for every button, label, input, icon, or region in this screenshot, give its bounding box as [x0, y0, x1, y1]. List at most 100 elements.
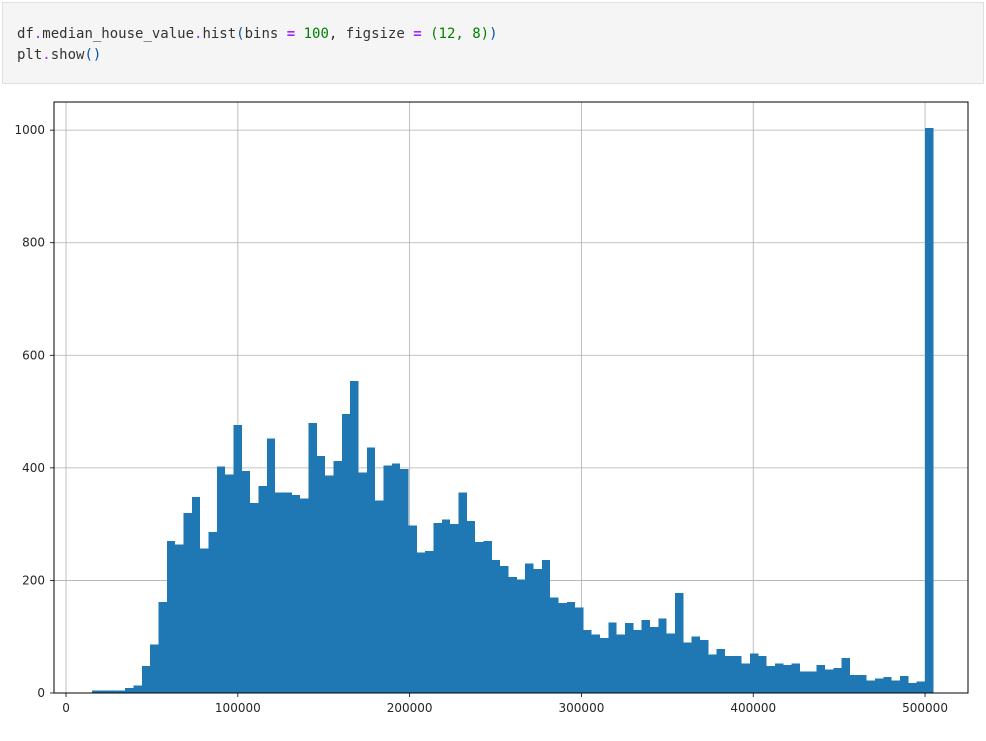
code-token: 100	[295, 26, 329, 42]
histogram-bar	[283, 492, 292, 693]
histogram-bar	[541, 560, 551, 693]
histogram-bar	[300, 498, 309, 693]
x-tick-label: 500000	[902, 701, 948, 715]
histogram-bar	[683, 642, 692, 693]
histogram-bar	[858, 674, 867, 693]
histogram-bar	[158, 601, 167, 693]
x-tick-label: 200000	[387, 701, 433, 715]
code-token: .	[33, 26, 43, 42]
code-token: bins	[244, 26, 287, 42]
histogram-bar	[833, 668, 842, 693]
histogram-bar	[716, 649, 726, 693]
histogram-bar	[100, 690, 109, 693]
histogram-bar	[741, 663, 751, 693]
x-tick-label: 0	[62, 701, 70, 715]
histogram-bar	[575, 607, 584, 693]
histogram-bar	[566, 601, 576, 693]
histogram-bar	[383, 465, 392, 693]
histogram-bar	[133, 685, 142, 693]
histogram-bar	[183, 512, 192, 693]
histogram-bar	[241, 471, 251, 693]
histogram-bar	[366, 447, 376, 693]
histogram-bar	[458, 492, 467, 693]
code-token: =	[413, 26, 422, 42]
histogram-bar	[691, 636, 701, 693]
histogram-bar	[225, 474, 234, 693]
histogram-bar	[766, 665, 776, 693]
histogram-bar	[191, 497, 201, 693]
histogram-bar	[725, 655, 734, 693]
histogram-bar	[758, 655, 767, 693]
axes-frame	[53, 101, 969, 694]
histogram-bar	[733, 655, 742, 693]
histogram-bar	[750, 653, 759, 693]
histogram-bar	[883, 677, 892, 693]
histogram-bar	[675, 592, 684, 693]
histogram-bar	[791, 663, 801, 693]
histogram-bar	[908, 682, 917, 693]
histogram-bar	[266, 438, 276, 693]
histogram-bar	[350, 381, 359, 693]
code-token: ()	[84, 47, 102, 63]
histogram-bar	[608, 622, 617, 693]
histogram-bar	[166, 541, 176, 693]
histogram-bar	[650, 627, 659, 693]
histogram-bar	[500, 565, 509, 693]
histogram-bar	[391, 463, 401, 693]
histogram-bar	[233, 425, 242, 693]
histogram-bar	[200, 548, 209, 693]
histogram-bar	[91, 690, 101, 693]
histogram-bar	[416, 552, 426, 693]
code-token: =	[286, 26, 296, 42]
y-tick-label: 800	[22, 236, 45, 250]
x-tick-label: 100000	[215, 701, 261, 715]
histogram-bar	[625, 623, 634, 693]
histogram-bar	[208, 532, 217, 693]
y-tick-label: 600	[22, 348, 45, 362]
histogram-bar	[700, 640, 709, 693]
y-tick-label: 0	[37, 686, 45, 700]
code-token: hist	[202, 26, 237, 42]
code-token: show	[50, 47, 85, 63]
histogram-bar	[150, 644, 159, 693]
code-token: .	[194, 26, 203, 42]
histogram-bar	[591, 634, 601, 693]
histogram-bar	[333, 461, 342, 693]
code-token: )	[489, 26, 498, 42]
histogram-bar	[400, 468, 409, 693]
histogram-bar	[441, 519, 451, 693]
code-token: df	[17, 26, 34, 42]
histogram-bar	[341, 413, 351, 693]
histogram-bar	[483, 541, 492, 693]
histogram-bar	[258, 485, 267, 693]
histogram-bar	[475, 542, 484, 693]
histogram-bar	[516, 579, 526, 693]
histogram-bar	[550, 597, 559, 693]
histogram-bar	[308, 422, 317, 693]
histogram-bar	[450, 524, 459, 693]
histogram-bar	[616, 634, 626, 693]
histogram-bar	[375, 500, 384, 693]
histogram-bar	[525, 563, 534, 693]
histogram-bar	[250, 502, 259, 693]
code-line-2: plt.show()	[17, 45, 983, 66]
histogram-bar	[425, 551, 434, 693]
histogram-bar	[841, 658, 851, 693]
code-line-1: df.median_house_value.hist(bins = 100, f…	[17, 24, 983, 45]
histogram-output: 0 100000 200000 300000 400000 500000 0 200 400 60…	[0, 92, 986, 736]
histogram-bar	[816, 664, 826, 693]
histogram-bar	[666, 633, 676, 693]
histogram-bar	[358, 472, 367, 693]
histogram-bar	[141, 665, 151, 693]
histogram-bar	[850, 674, 859, 693]
histogram-bar	[108, 690, 117, 693]
histogram-chart: 0 100000 200000 300000 400000 500000 0 200 400 60…	[14, 101, 969, 715]
histogram-bar	[275, 492, 284, 693]
code-token: .	[42, 47, 51, 63]
histogram-bar	[825, 669, 834, 693]
code-token: plt	[17, 47, 43, 63]
code-token: (12, 8)	[421, 26, 490, 42]
histogram-bar	[175, 544, 184, 693]
code-cell-input[interactable]: df.median_house_value.hist(bins = 100, f…	[2, 2, 984, 84]
histogram-bar	[708, 654, 717, 693]
